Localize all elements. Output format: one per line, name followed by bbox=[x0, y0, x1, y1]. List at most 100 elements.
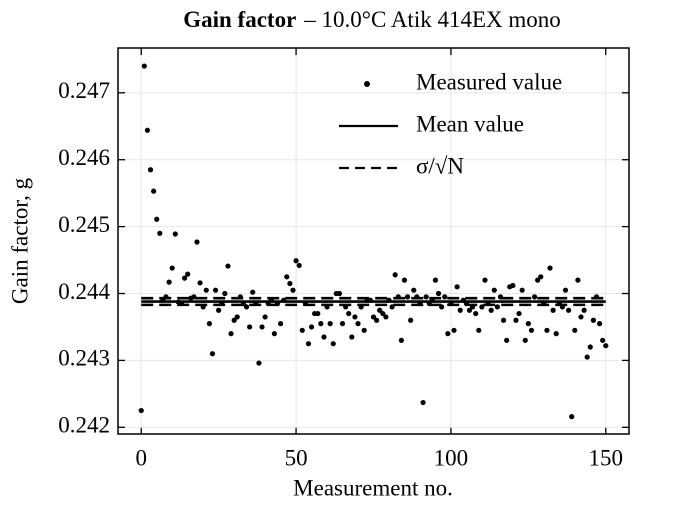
data-point bbox=[318, 321, 324, 327]
data-point bbox=[383, 314, 389, 320]
data-point bbox=[476, 327, 482, 333]
data-point bbox=[491, 287, 497, 293]
data-point bbox=[181, 275, 188, 281]
data-point bbox=[222, 290, 228, 297]
data-point bbox=[355, 321, 361, 327]
data-point bbox=[488, 307, 494, 313]
x-tick-label: 100 bbox=[434, 445, 469, 470]
y-tick-label: 0.244 bbox=[58, 279, 110, 304]
data-point bbox=[504, 337, 510, 343]
legend-label: σ/√N bbox=[416, 153, 464, 178]
data-point bbox=[420, 399, 426, 406]
data-point bbox=[194, 239, 200, 245]
data-point bbox=[547, 265, 553, 271]
data-point bbox=[256, 360, 262, 366]
data-point bbox=[562, 287, 569, 293]
x-axis-label: Measurement no. bbox=[293, 475, 453, 500]
data-point bbox=[151, 188, 157, 194]
y-tick-label: 0.247 bbox=[58, 78, 110, 103]
data-point bbox=[531, 294, 538, 300]
data-point bbox=[442, 294, 448, 300]
data-point bbox=[550, 307, 556, 313]
data-point bbox=[321, 334, 327, 340]
data-point bbox=[494, 304, 500, 310]
data-point bbox=[404, 294, 411, 300]
chart-title: Gain factor – 10.0°C Atik 414EX mono bbox=[183, 7, 561, 32]
data-point bbox=[479, 304, 485, 310]
data-point bbox=[380, 310, 386, 317]
legend: Measured value Mean value σ/√N bbox=[339, 69, 562, 178]
data-point bbox=[339, 321, 346, 327]
data-point bbox=[578, 314, 584, 320]
data-point bbox=[352, 314, 358, 320]
data-point bbox=[147, 167, 154, 173]
data-point bbox=[522, 337, 528, 343]
y-tick-label: 0.245 bbox=[58, 212, 110, 237]
data-point bbox=[451, 327, 457, 333]
data-point bbox=[516, 310, 522, 317]
chart-title-rest: – 10.0°C Atik 414EX mono bbox=[303, 7, 560, 32]
data-point bbox=[482, 277, 488, 283]
data-point bbox=[259, 324, 265, 330]
data-point bbox=[231, 317, 237, 323]
data-point bbox=[500, 317, 507, 323]
y-axis-label: Gain factor, g bbox=[7, 177, 32, 304]
data-point bbox=[373, 317, 380, 323]
data-point bbox=[305, 341, 312, 347]
data-point bbox=[370, 314, 377, 320]
data-point bbox=[553, 331, 559, 337]
chart-title-bold: Gain factor bbox=[183, 7, 296, 32]
data-point bbox=[513, 317, 519, 323]
data-point bbox=[535, 277, 541, 283]
y-tick-label: 0.242 bbox=[58, 413, 110, 438]
data-point bbox=[185, 271, 191, 277]
plot-area: 0 50 100 150 0.242 0.243 0.244 0.245 0.246 0.247 M… bbox=[58, 48, 629, 470]
data-point bbox=[271, 331, 277, 337]
y-tick-label: 0.243 bbox=[58, 346, 110, 371]
x-tick-label: 0 bbox=[135, 445, 147, 470]
data-point bbox=[466, 307, 473, 313]
data-point bbox=[408, 317, 414, 323]
data-point bbox=[212, 287, 219, 293]
data-point bbox=[197, 280, 203, 286]
data-point bbox=[544, 327, 550, 333]
data-point bbox=[336, 290, 343, 297]
data-point bbox=[315, 310, 321, 317]
data-point bbox=[141, 63, 147, 69]
data-point bbox=[572, 327, 578, 333]
data-point bbox=[411, 287, 417, 293]
data-point bbox=[284, 274, 290, 280]
data-point bbox=[423, 294, 429, 300]
data-point bbox=[157, 230, 163, 236]
data-point bbox=[299, 327, 305, 333]
data-point bbox=[525, 321, 531, 327]
data-point bbox=[209, 351, 216, 357]
data-point bbox=[138, 407, 144, 414]
data-point bbox=[308, 324, 315, 330]
data-point bbox=[154, 216, 160, 222]
data-point bbox=[293, 258, 299, 264]
data-point bbox=[206, 321, 212, 327]
data-point bbox=[287, 280, 293, 287]
data-point bbox=[349, 334, 355, 340]
data-point bbox=[575, 277, 581, 283]
data-point bbox=[473, 310, 479, 317]
data-point bbox=[528, 327, 535, 333]
axes-frame bbox=[117, 47, 630, 435]
data-point bbox=[392, 272, 398, 278]
data-point bbox=[457, 307, 463, 313]
data-point bbox=[510, 282, 516, 289]
data-point bbox=[569, 414, 575, 420]
data-point bbox=[250, 289, 256, 295]
data-point bbox=[377, 307, 383, 313]
x-tick-label: 50 bbox=[285, 445, 308, 470]
data-point bbox=[445, 331, 451, 337]
data-point bbox=[600, 337, 606, 343]
data-point bbox=[596, 321, 603, 327]
data-point bbox=[538, 274, 544, 280]
data-point bbox=[262, 314, 268, 320]
data-point bbox=[169, 265, 175, 271]
data-point bbox=[228, 331, 234, 337]
